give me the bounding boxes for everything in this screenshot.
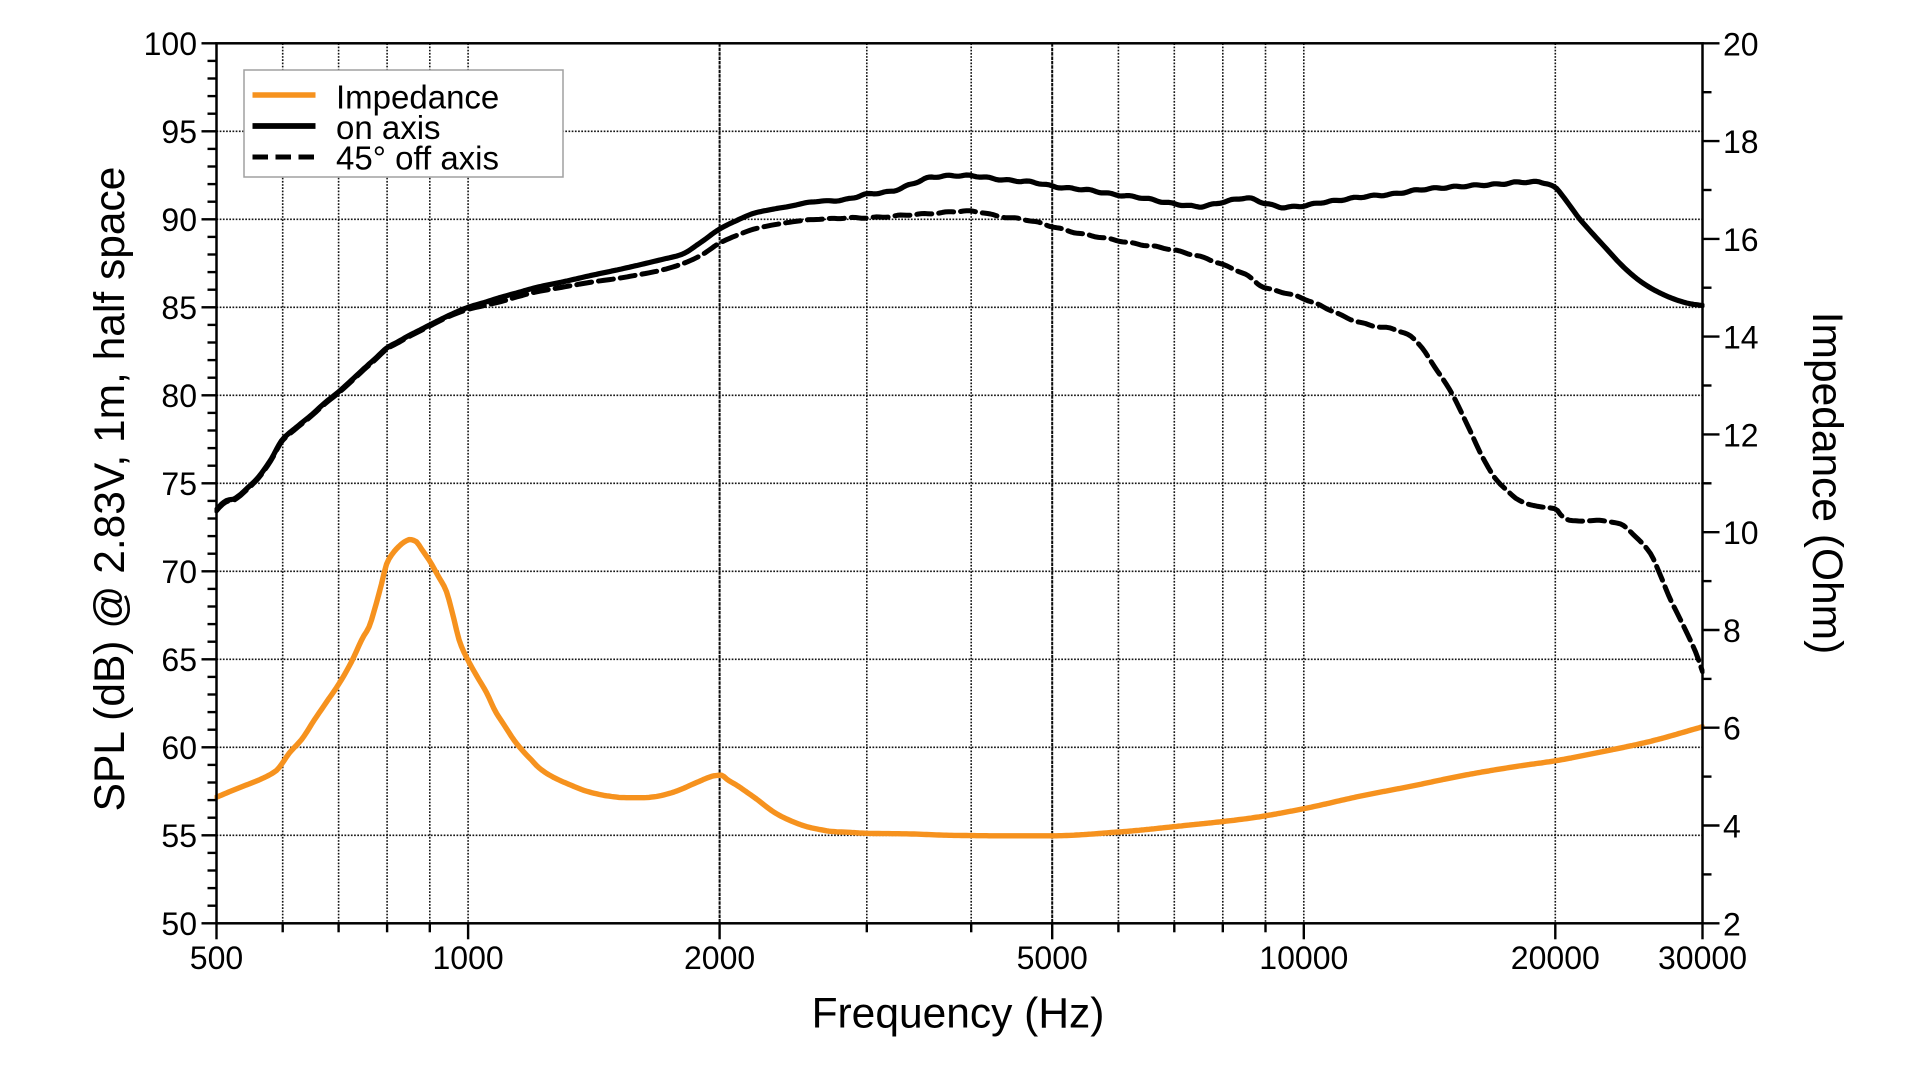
svg-text:2000: 2000	[684, 940, 755, 976]
svg-text:65: 65	[161, 642, 197, 678]
svg-text:50: 50	[161, 906, 197, 942]
svg-text:8: 8	[1723, 613, 1741, 649]
svg-text:85: 85	[161, 290, 197, 326]
svg-text:30000: 30000	[1658, 940, 1747, 976]
svg-text:Frequency (Hz): Frequency (Hz)	[812, 991, 1105, 1038]
svg-text:75: 75	[161, 466, 197, 502]
svg-text:100: 100	[144, 26, 197, 62]
svg-text:14: 14	[1723, 320, 1759, 356]
svg-text:4: 4	[1723, 809, 1741, 845]
svg-text:1000: 1000	[433, 940, 504, 976]
svg-text:10: 10	[1723, 515, 1759, 551]
svg-text:2: 2	[1723, 906, 1741, 942]
svg-text:18: 18	[1723, 124, 1759, 160]
svg-text:Impedance: Impedance	[336, 79, 499, 116]
svg-text:45° off axis: 45° off axis	[336, 140, 499, 177]
svg-text:6: 6	[1723, 711, 1741, 747]
svg-text:95: 95	[161, 114, 197, 150]
svg-text:20000: 20000	[1511, 940, 1600, 976]
svg-text:Impedance (Ohm): Impedance (Ohm)	[1803, 312, 1850, 655]
svg-text:500: 500	[190, 940, 243, 976]
svg-text:55: 55	[161, 818, 197, 854]
svg-text:12: 12	[1723, 417, 1759, 453]
svg-text:60: 60	[161, 730, 197, 766]
svg-text:80: 80	[161, 378, 197, 414]
svg-text:16: 16	[1723, 222, 1759, 258]
svg-text:SPL (dB) @ 2.83V, 1m, half spa: SPL (dB) @ 2.83V, 1m, half space	[87, 167, 134, 812]
svg-text:20: 20	[1723, 26, 1759, 62]
svg-text:70: 70	[161, 554, 197, 590]
svg-text:5000: 5000	[1017, 940, 1088, 976]
svg-text:on axis: on axis	[336, 109, 441, 146]
svg-text:10000: 10000	[1259, 940, 1348, 976]
svg-text:90: 90	[161, 202, 197, 238]
